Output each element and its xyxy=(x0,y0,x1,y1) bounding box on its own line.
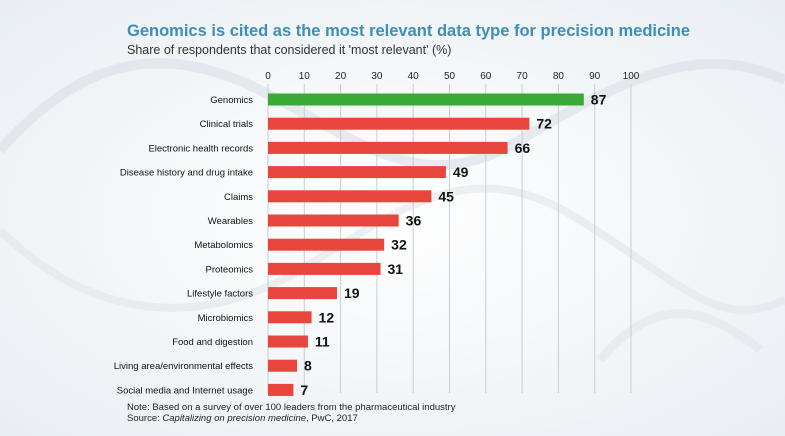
bar xyxy=(268,214,399,227)
bar xyxy=(268,311,312,324)
data-label: 11 xyxy=(315,334,330,350)
bar xyxy=(268,166,446,179)
data-label: 32 xyxy=(391,237,407,253)
category-label: Microbiomics xyxy=(198,313,254,324)
source-text: Source: Capitalizing on precision medici… xyxy=(127,413,455,424)
source-suffix: , PwC, 2017 xyxy=(306,413,358,424)
x-tick-label: 100 xyxy=(623,71,640,82)
data-label: 36 xyxy=(406,213,422,229)
chart-subtitle: Share of respondents that considered it … xyxy=(127,43,452,57)
x-tick-label: 50 xyxy=(444,71,456,82)
x-tick-label: 20 xyxy=(335,71,347,82)
category-label: Metabolomics xyxy=(194,240,253,251)
note-text: Note: Based on a survey of over 100 lead… xyxy=(127,402,456,413)
x-tick-label: 60 xyxy=(480,71,492,82)
chart-footnote: Note: Based on a survey of over 100 lead… xyxy=(127,402,455,424)
bar xyxy=(268,117,530,130)
bar xyxy=(268,262,381,275)
category-label: Disease history and drug intake xyxy=(120,168,253,179)
x-tick-label: 40 xyxy=(408,71,420,82)
bar xyxy=(268,335,308,348)
bar xyxy=(268,93,584,106)
data-label: 45 xyxy=(438,188,454,204)
category-label: Food and digestion xyxy=(172,337,253,348)
category-label: Electronic health records xyxy=(148,143,253,154)
x-tick-label: 10 xyxy=(299,71,311,82)
data-label: 49 xyxy=(453,164,469,180)
data-label: 12 xyxy=(319,309,335,325)
data-label: 7 xyxy=(300,382,308,398)
data-label: 87 xyxy=(591,92,607,108)
bar xyxy=(268,287,337,300)
x-tick-label: 30 xyxy=(371,71,383,82)
bar xyxy=(268,190,432,203)
bar xyxy=(268,359,298,372)
x-tick-label: 70 xyxy=(517,71,529,82)
data-label: 72 xyxy=(536,116,552,132)
category-label: Genomics xyxy=(210,95,253,106)
x-tick-label: 0 xyxy=(265,71,271,82)
category-label: Living area/environmental effects xyxy=(114,361,253,372)
bar xyxy=(268,238,385,251)
category-label: Lifestyle factors xyxy=(187,289,253,300)
source-title: Capitalizing on precision medicine xyxy=(162,413,307,424)
category-label: Proteomics xyxy=(205,264,253,275)
category-label: Clinical trials xyxy=(200,119,254,130)
bar xyxy=(268,141,508,154)
x-tick-label: 90 xyxy=(589,71,601,82)
category-label: Claims xyxy=(224,192,253,203)
data-label: 8 xyxy=(304,358,312,374)
chart-title: Genomics is cited as the most relevant d… xyxy=(127,22,691,40)
data-label: 66 xyxy=(515,140,531,156)
bar xyxy=(268,383,294,396)
category-label: Social media and Internet usage xyxy=(117,385,253,396)
data-label: 31 xyxy=(388,261,404,277)
category-label: Wearables xyxy=(208,216,253,227)
x-tick-label: 80 xyxy=(553,71,565,82)
data-label: 19 xyxy=(344,285,360,301)
source-prefix: Source: xyxy=(127,413,163,424)
